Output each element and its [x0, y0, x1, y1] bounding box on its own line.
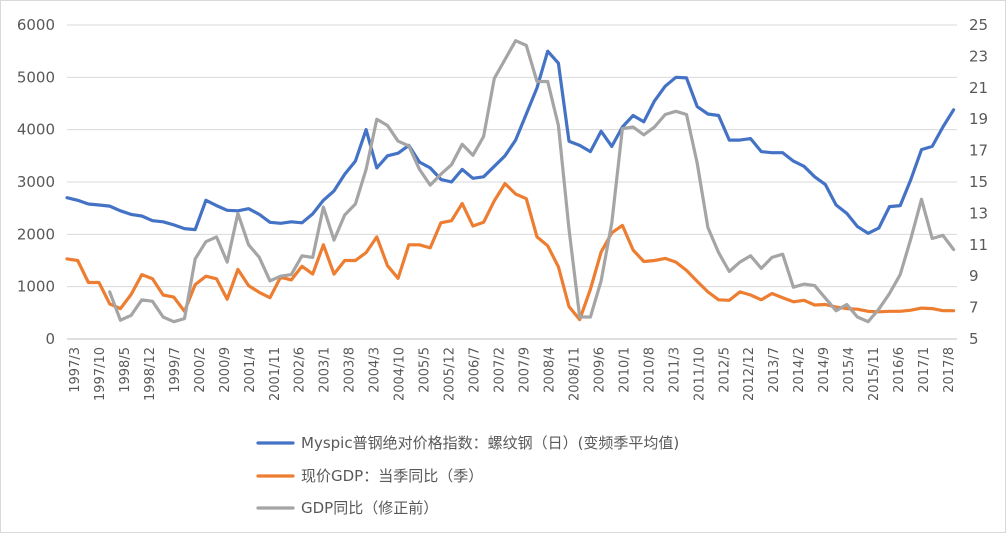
x-tick-label: 1997/10	[93, 347, 108, 401]
legend-label: GDP同比（修正前）	[301, 499, 438, 517]
y-right-tick-label: 15	[969, 173, 988, 191]
y-right-tick-label: 17	[969, 142, 988, 160]
x-tick-label: 2000/9	[218, 347, 233, 393]
series-line	[65, 49, 956, 235]
x-tick-label: 2000/2	[193, 347, 208, 393]
x-tick-label: 2004/10	[393, 347, 408, 401]
x-tick-label: 2009/6	[592, 347, 607, 393]
y-right-tick-label: 23	[969, 47, 988, 65]
x-tick-label: 2006/7	[468, 347, 483, 393]
x-tick-label: 1997/3	[68, 347, 83, 393]
x-tick-label: 2017/1	[917, 347, 932, 393]
x-tick-label: 2007/2	[493, 347, 508, 393]
legend-label: Myspic普钢绝对价格指数：螺纹钢（日）(变频季平均值)	[301, 434, 679, 452]
y-right-tick-label: 11	[969, 236, 988, 254]
x-tick-label: 2016/6	[892, 347, 907, 393]
x-tick-label: 2014/2	[792, 347, 807, 393]
x-tick-label: 2015/11	[867, 347, 882, 401]
x-tick-label: 2005/12	[443, 347, 458, 401]
y-right-tick-label: 5	[969, 330, 979, 348]
x-tick-label: 2017/8	[942, 347, 957, 393]
x-tick-label: 1998/12	[143, 347, 158, 401]
x-tick-label: 2002/6	[293, 347, 308, 393]
x-tick-label: 2001/4	[243, 347, 258, 393]
x-tick-label: 2003/1	[318, 347, 333, 393]
x-tick-label: 2010/1	[617, 347, 632, 393]
x-tick-label: 2010/8	[642, 347, 657, 393]
x-tick-label: 2003/8	[343, 347, 358, 393]
x-tick-label: 2012/5	[717, 347, 732, 393]
series-line	[65, 182, 956, 322]
y-right-tick-label: 9	[969, 267, 979, 285]
y-left-tick-label: 5000	[17, 68, 55, 86]
x-tick-label: 2011/10	[692, 347, 707, 401]
y-left-tick-label: 6000	[17, 16, 55, 34]
y-right-tick-label: 7	[969, 299, 979, 317]
y-right-tick-label: 19	[969, 110, 988, 128]
y-left-tick-label: 2000	[17, 225, 55, 243]
y-right-tick-label: 21	[969, 79, 988, 97]
x-tick-label: 2011/3	[667, 347, 682, 393]
x-tick-label: 2004/3	[368, 347, 383, 393]
y-left-tick-label: 3000	[17, 173, 55, 191]
legend-label: 现价GDP：当季同比（季）	[301, 467, 483, 485]
x-tick-label: 2001/11	[268, 347, 283, 401]
x-tick-label: 2005/5	[418, 347, 433, 393]
y-right-tick-label: 13	[969, 204, 988, 222]
x-tick-label: 1998/5	[118, 347, 133, 393]
series-line	[108, 39, 956, 324]
y-left-tick-label: 0	[45, 330, 55, 348]
x-tick-label: 2012/12	[742, 347, 757, 401]
x-tick-label: 2008/11	[567, 347, 582, 401]
x-tick-label: 1999/7	[168, 347, 183, 393]
x-tick-label: 2008/4	[542, 347, 557, 393]
x-tick-label: 2015/4	[842, 347, 857, 393]
y-left-tick-label: 1000	[17, 278, 55, 296]
y-left-tick-label: 4000	[17, 121, 55, 139]
y-right-tick-label: 25	[969, 16, 988, 34]
x-tick-label: 2013/7	[767, 347, 782, 393]
x-tick-label: 2014/9	[817, 347, 832, 393]
x-tick-label: 2007/9	[517, 347, 532, 393]
